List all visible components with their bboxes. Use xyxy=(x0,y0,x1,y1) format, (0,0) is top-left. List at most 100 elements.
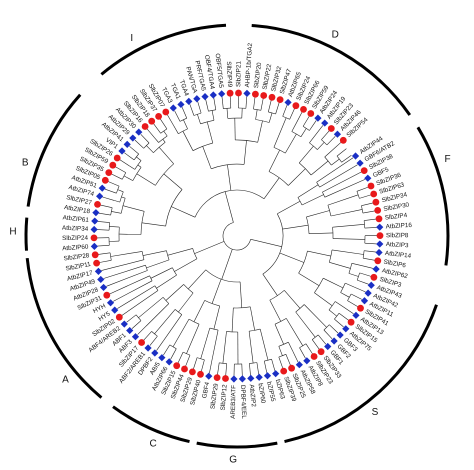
leaf-marker-circle xyxy=(370,273,378,281)
leaf-marker-diamond xyxy=(364,289,372,297)
branch-segment xyxy=(361,265,374,269)
group-label: D xyxy=(332,29,339,40)
group-arcs xyxy=(24,23,450,449)
leaf-marker-diamond xyxy=(123,140,131,148)
branch-segment xyxy=(163,344,171,356)
branch-segment xyxy=(106,270,148,287)
branch-segment xyxy=(213,97,217,110)
leaf-marker-diamond xyxy=(90,242,98,250)
branch-segment xyxy=(142,250,167,256)
branch-segment xyxy=(310,160,329,176)
branch-segment xyxy=(197,101,202,114)
leaf-labels: AtbZIP44GBF6/ATB2SlbZIP38GBF5SlbZIP36Slb… xyxy=(62,42,413,419)
branch-arc xyxy=(193,112,202,116)
leaf-label: AHBP-1b/TGA2 xyxy=(244,42,254,87)
leaf-marker-diamond xyxy=(295,361,303,369)
leaf-marker-diamond xyxy=(98,184,106,192)
leaf-marker-circle xyxy=(173,362,181,370)
branch-arc xyxy=(298,251,308,274)
branch-segment xyxy=(329,262,351,269)
leaf-marker-diamond xyxy=(218,90,226,98)
branch-segment xyxy=(268,112,273,123)
branch-segment xyxy=(285,354,291,366)
branch-segment xyxy=(288,168,306,186)
branch-arc xyxy=(188,318,200,325)
leaf-label: bZIP60 xyxy=(256,383,266,405)
branch-segment xyxy=(305,343,313,355)
branch-segment xyxy=(149,336,158,346)
leaf-marker-circle xyxy=(280,367,288,375)
branch-segment xyxy=(224,191,234,223)
branch-segment xyxy=(250,306,255,331)
leaf-marker-circle xyxy=(360,167,368,175)
branch-segment xyxy=(177,351,184,364)
branch-arc xyxy=(249,362,257,364)
leaf-label: SlbZIP6 xyxy=(383,259,407,270)
branch-segment xyxy=(131,320,142,329)
branch-segment xyxy=(326,136,336,146)
branch-segment xyxy=(275,102,280,115)
branch-segment xyxy=(200,328,211,359)
branch-segment xyxy=(286,318,304,346)
branch-segment xyxy=(292,351,299,363)
group-label: I xyxy=(130,33,133,44)
branch-segment xyxy=(364,250,377,253)
branch-segment xyxy=(288,342,294,352)
branch-arc xyxy=(155,163,174,186)
tree-branches xyxy=(96,95,378,377)
group-label: S xyxy=(372,407,379,418)
branch-segment xyxy=(174,258,198,272)
branch-segment xyxy=(107,181,120,187)
branch-arc xyxy=(297,197,303,206)
leaf-marker-diamond xyxy=(106,299,115,307)
branch-arc xyxy=(223,107,231,109)
branch-segment xyxy=(158,147,174,164)
branch-segment xyxy=(129,165,135,170)
branch-segment xyxy=(153,123,161,134)
leaf-marker-circle xyxy=(90,234,98,242)
branch-segment xyxy=(117,285,156,309)
branch-arc xyxy=(322,191,326,198)
branch-segment xyxy=(121,290,159,316)
branch-segment xyxy=(315,125,324,136)
leaf-label: SlbZIP8 xyxy=(386,232,409,239)
branch-segment xyxy=(343,306,354,314)
leaf-marker-diamond xyxy=(111,306,119,314)
leaf-marker-circle xyxy=(252,90,259,98)
branch-segment xyxy=(340,292,350,298)
branch-arc xyxy=(363,220,366,229)
leaf-marker-circle xyxy=(357,304,364,312)
branch-segment xyxy=(103,264,146,279)
branch-segment xyxy=(364,242,377,245)
leaf-marker-circle xyxy=(138,339,146,346)
leaf-label: SlbZIP11 xyxy=(65,261,92,273)
leaf-label: AtbZIP34 xyxy=(62,225,89,233)
branch-segment xyxy=(348,273,359,277)
branch-segment xyxy=(98,252,111,255)
branch-segment xyxy=(211,330,219,362)
branch-segment xyxy=(137,325,147,335)
branch-segment xyxy=(322,171,362,193)
branch-segment xyxy=(182,131,194,151)
branch-segment xyxy=(140,134,150,144)
branch-segment xyxy=(193,300,205,322)
branch-segment xyxy=(309,134,316,143)
branch-segment xyxy=(306,210,330,218)
branch-segment xyxy=(141,222,166,227)
leaf-marker-circle xyxy=(376,232,384,240)
branch-segment xyxy=(163,173,183,190)
branch-segment xyxy=(317,334,327,345)
leaf-marker-diamond xyxy=(205,372,213,380)
leaf-marker-diamond xyxy=(238,375,246,383)
leaf-marker-diamond xyxy=(375,248,383,257)
leaf-label: SlbZIP28 xyxy=(63,252,90,262)
branch-segment xyxy=(331,249,364,255)
branch-segment xyxy=(201,359,205,372)
branch-segment xyxy=(248,331,254,364)
branch-segment xyxy=(331,142,342,151)
branch-segment xyxy=(350,293,362,300)
branch-segment xyxy=(134,139,144,149)
branch-segment xyxy=(268,100,272,112)
leaf-marker-circle xyxy=(103,291,111,299)
